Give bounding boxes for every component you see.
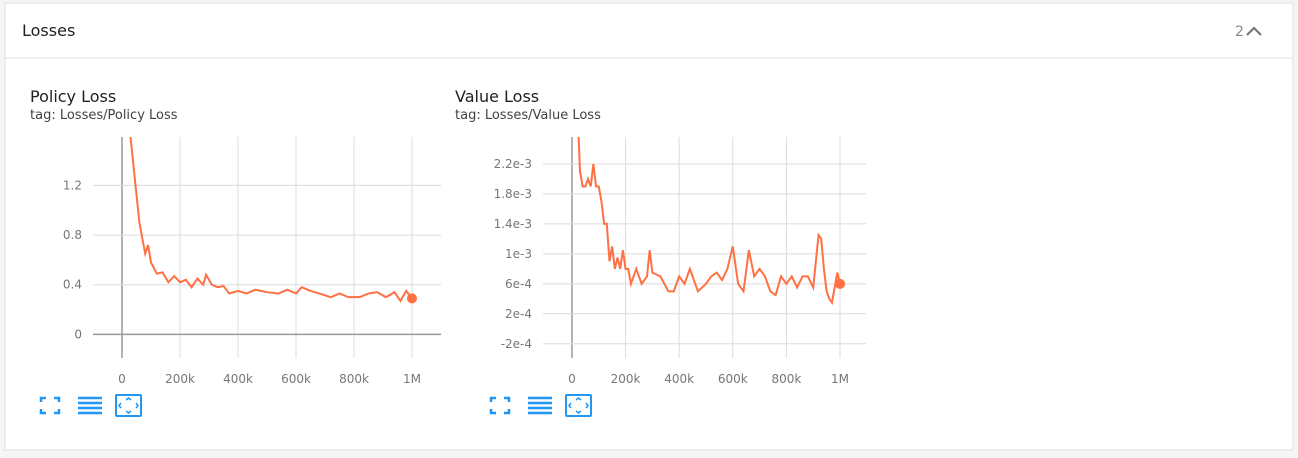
x-tick-label: 0: [118, 372, 126, 386]
x-tick-label: 1M: [403, 372, 421, 386]
x-tick-label: 600k: [281, 372, 311, 386]
x-tick-label: 1M: [831, 372, 849, 386]
y-tick-label: 0.8: [63, 228, 82, 242]
y-tick-label: 2.2e-3: [494, 157, 532, 171]
chart-subtitle: tag: Losses/Value Loss: [455, 108, 601, 123]
x-tick-label: 200k: [165, 372, 195, 386]
fullscreen-button[interactable]: [489, 396, 511, 415]
x-tick-label: 800k: [771, 372, 801, 386]
fit-frame: [115, 394, 142, 417]
x-tick-label: 0: [568, 372, 576, 386]
loss-line: [129, 137, 413, 303]
y-tick-label: 0: [74, 327, 82, 341]
collapse-button[interactable]: [1246, 26, 1262, 36]
fit-arrows: [568, 397, 589, 414]
plot-area: [577, 137, 841, 306]
card: [4, 2, 1294, 451]
x-tick-label: 400k: [664, 372, 694, 386]
plot-area: [129, 137, 413, 303]
toggle-log-button[interactable]: [78, 396, 102, 415]
loss-line: [577, 137, 841, 306]
y-tick-label: 2e-4: [505, 307, 532, 321]
last-point: [407, 293, 417, 304]
x-tick-label: 400k: [223, 372, 253, 386]
x-tick-label: 200k: [611, 372, 641, 386]
fit-arrows: [118, 397, 139, 414]
y-tick-label: 6e-4: [505, 277, 532, 291]
fit-domain-button[interactable]: [115, 394, 142, 417]
chart-subtitle: tag: Losses/Policy Loss: [30, 108, 178, 123]
fullscreen-button[interactable]: [39, 396, 61, 415]
y-tick-label: 1.8e-3: [494, 187, 532, 201]
section-title: Losses: [22, 21, 75, 40]
last-point: [834, 278, 845, 289]
x-tick-label: 600k: [718, 372, 748, 386]
fit-frame: [565, 394, 592, 417]
y-tick-label: 1.4e-3: [494, 217, 532, 231]
x-tick-label: 800k: [339, 372, 369, 386]
y-tick-label: 1e-3: [505, 247, 532, 261]
fit-domain-button[interactable]: [565, 394, 592, 417]
y-tick-label: -2e-4: [501, 337, 532, 351]
chart-count: 2: [1235, 24, 1244, 40]
y-tick-label: 0.4: [63, 278, 82, 292]
y-tick-label: 1.2: [63, 178, 82, 192]
chart-title: Policy Loss: [30, 87, 116, 106]
toggle-log-button[interactable]: [528, 396, 552, 415]
chart-title: Value Loss: [455, 87, 539, 106]
